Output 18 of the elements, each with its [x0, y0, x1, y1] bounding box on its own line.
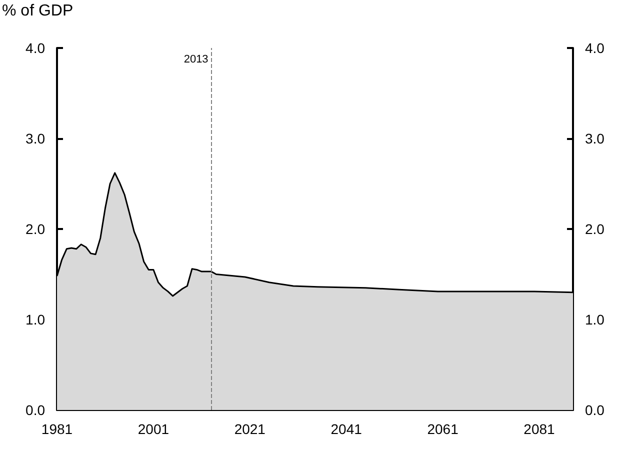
- y-tick-label: 3.0: [26, 130, 46, 146]
- x-tick-label: 2041: [330, 421, 362, 437]
- x-tick-label: 2061: [427, 421, 459, 437]
- y2-tick-label: 4.0: [585, 40, 605, 56]
- y-axis-title: % of GDP: [2, 2, 74, 20]
- y2-tick-label: 1.0: [585, 312, 605, 328]
- x-tick-label: 2021: [234, 421, 266, 437]
- x-tick-label: 2001: [138, 421, 170, 437]
- ref-line-label: 2013: [184, 54, 208, 66]
- y2-tick-label: 3.0: [585, 130, 605, 146]
- y2-tick-label: 0.0: [585, 402, 605, 418]
- y-tick-label: 2.0: [26, 221, 46, 237]
- y-tick-label: 0.0: [26, 402, 46, 418]
- x-tick-label: 1981: [41, 421, 73, 437]
- y2-tick-label: 2.0: [585, 221, 605, 237]
- x-tick-label: 2081: [524, 421, 556, 437]
- y-tick-label: 1.0: [26, 312, 46, 328]
- y-tick-label: 4.0: [26, 40, 46, 56]
